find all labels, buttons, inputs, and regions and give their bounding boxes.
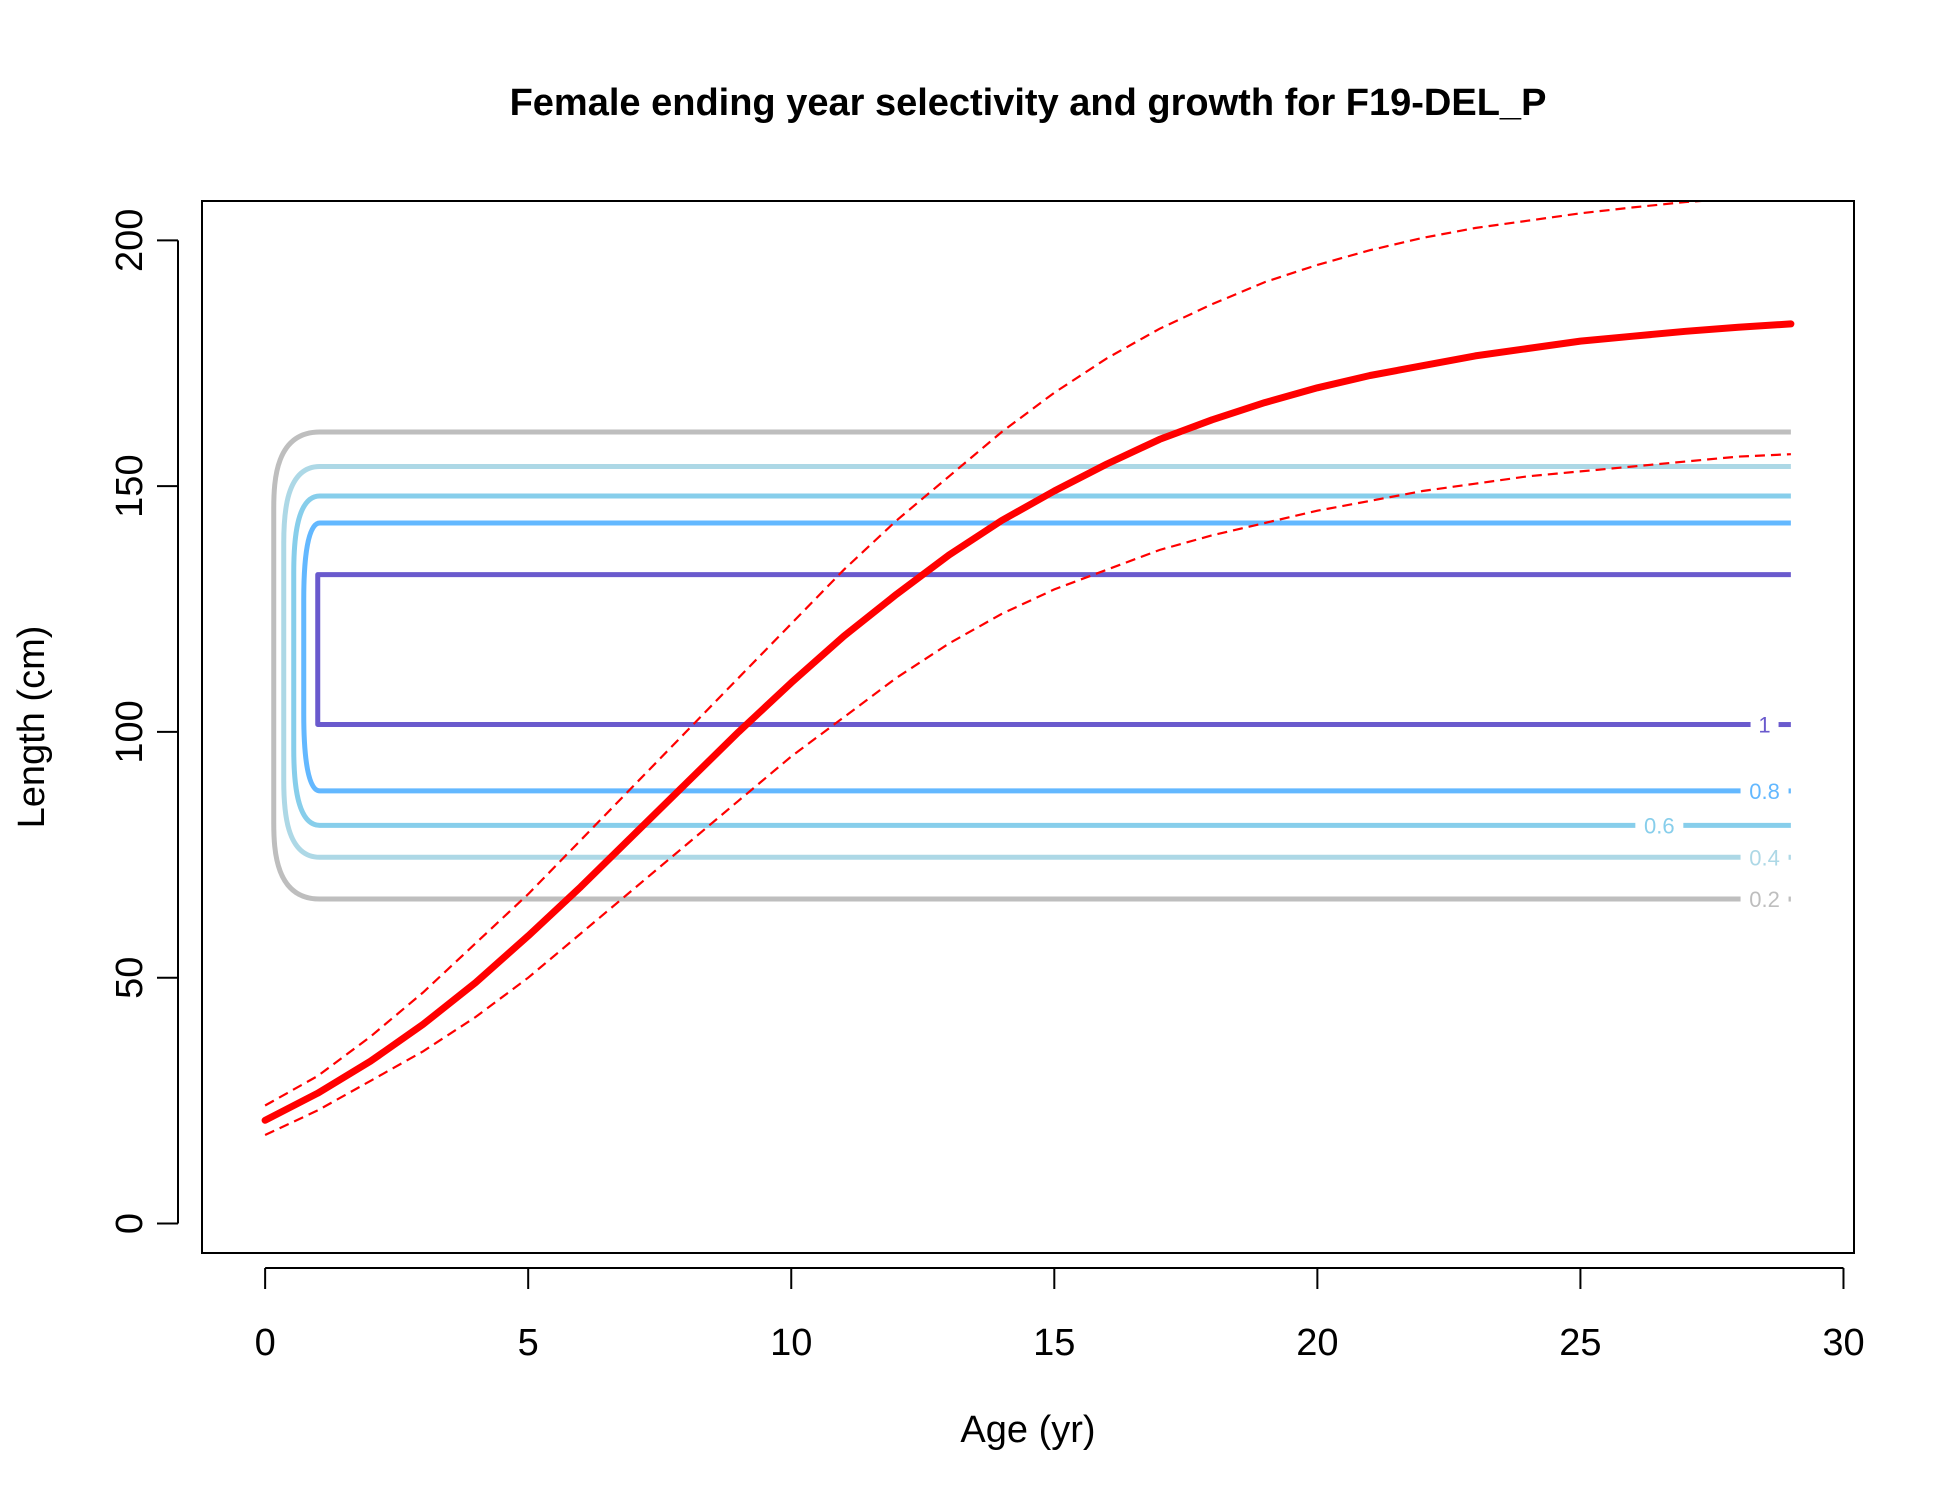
contour-label: 0.4 [1749, 845, 1780, 870]
growth-upper-ci [264, 201, 1718, 1107]
y-tick-label: 50 [109, 957, 151, 999]
x-axis-label: Age (yr) [960, 1409, 1095, 1451]
contour-line-0.2 [271, 429, 1791, 902]
chart-title: Female ending year selectivity and growt… [510, 82, 1547, 124]
x-tick-label: 5 [518, 1322, 539, 1364]
contour-line-0.8 [301, 520, 1791, 794]
x-axis: 0 5 10 15 20 25 30 [255, 1267, 1865, 1364]
x-tick-label: 20 [1296, 1322, 1338, 1364]
contour-line-0.6 [291, 493, 1791, 828]
y-tick-label: 200 [109, 209, 151, 272]
contour-label: 1 [1758, 713, 1770, 738]
contour-label: 0.6 [1644, 813, 1675, 838]
y-tick-label: 150 [109, 454, 151, 517]
x-tick-label: 25 [1559, 1322, 1601, 1364]
contour-label: 0.8 [1749, 779, 1780, 804]
y-tick-label: 100 [109, 700, 151, 763]
y-axis-label: Length (cm) [11, 626, 53, 829]
x-tick-label: 0 [255, 1322, 276, 1364]
x-tick-label: 30 [1822, 1322, 1864, 1364]
x-tick-label: 10 [770, 1322, 812, 1364]
x-tick-label: 15 [1033, 1322, 1075, 1364]
y-tick-label: 0 [109, 1213, 151, 1234]
plot-frame [201, 200, 1855, 1254]
contour-line-1 [315, 572, 1791, 728]
growth-lower-ci [264, 453, 1791, 1136]
selectivity-contours: 0.2 0.4 0.6 0.8 1 [271, 429, 1791, 912]
growth-mean-line [261, 320, 1795, 1124]
y-axis: 0 50 100 150 200 [109, 209, 179, 1234]
contour-label: 0.2 [1749, 887, 1780, 912]
growth-curves [261, 201, 1795, 1136]
contour-line-0.4 [281, 463, 1791, 860]
